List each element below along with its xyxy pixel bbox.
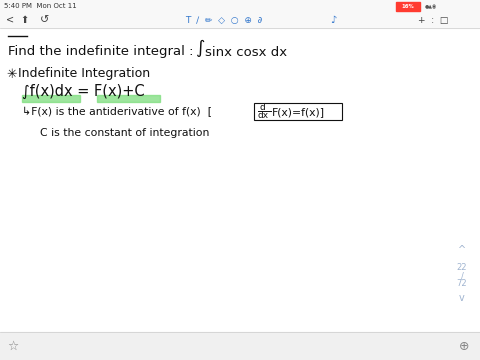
Text: ●▲◉: ●▲◉ (425, 4, 437, 9)
Text: 5:40 PM  Mon Oct 11: 5:40 PM Mon Oct 11 (4, 4, 77, 9)
Text: dx: dx (258, 111, 269, 120)
Text: sinx cosx dx: sinx cosx dx (205, 45, 287, 58)
Text: 72: 72 (456, 279, 468, 288)
Text: ⊕: ⊕ (459, 339, 469, 352)
Text: ∫f(x)dx = F(x)+C: ∫f(x)dx = F(x)+C (22, 84, 144, 99)
Text: T  ∕  ✏  ◇  ○  ⊕  ∂: T ∕ ✏ ◇ ○ ⊕ ∂ (185, 15, 262, 24)
Bar (0, 0, 480, 13)
Text: ♪: ♪ (330, 15, 336, 25)
Text: ✳: ✳ (6, 68, 16, 81)
Text: /: / (461, 271, 463, 280)
Bar (396, 2, 420, 11)
Bar (97, 95, 160, 102)
Text: +  :  □: + : □ (418, 15, 448, 24)
Text: ⬆: ⬆ (20, 15, 28, 25)
Bar (0, 332, 480, 360)
Bar (254, 103, 342, 120)
Text: v: v (459, 293, 465, 303)
Text: ∫: ∫ (195, 39, 204, 57)
Bar (22, 95, 80, 102)
Text: <: < (6, 15, 14, 25)
Bar (0, 13, 480, 28)
Text: ☆: ☆ (7, 339, 19, 352)
Text: ↺: ↺ (40, 15, 49, 25)
Text: ↳F(x) is the antiderivative of f(x)  [: ↳F(x) is the antiderivative of f(x) [ (22, 107, 212, 117)
Text: Indefinite Integration: Indefinite Integration (18, 68, 150, 81)
Text: ^: ^ (458, 245, 466, 255)
Text: 16%: 16% (402, 4, 414, 9)
Text: F(x)=f(x)]: F(x)=f(x)] (272, 107, 325, 117)
Text: d: d (259, 104, 265, 112)
Text: Find the indefinite integral :: Find the indefinite integral : (8, 45, 198, 58)
Text: C is the constant of integration: C is the constant of integration (40, 128, 209, 138)
Text: 22: 22 (457, 264, 467, 273)
